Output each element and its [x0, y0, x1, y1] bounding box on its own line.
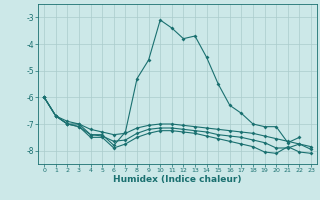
X-axis label: Humidex (Indice chaleur): Humidex (Indice chaleur) [113, 175, 242, 184]
